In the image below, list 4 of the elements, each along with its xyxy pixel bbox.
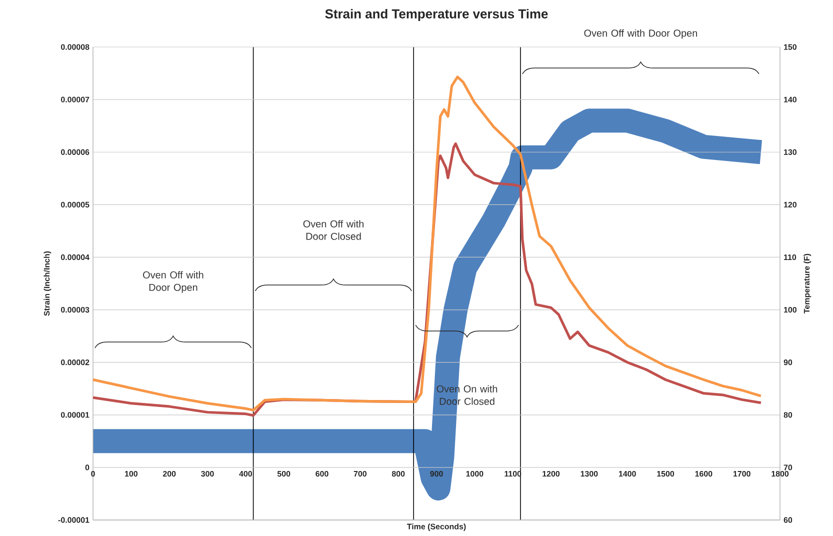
chart-title: Strain and Temperature versus Time (325, 8, 548, 22)
text: Oven Off with Door Open (584, 29, 697, 39)
annotation: Oven Off with Door Open (143, 271, 204, 293)
annotation: Oven Off with Door Closed (303, 220, 364, 240)
